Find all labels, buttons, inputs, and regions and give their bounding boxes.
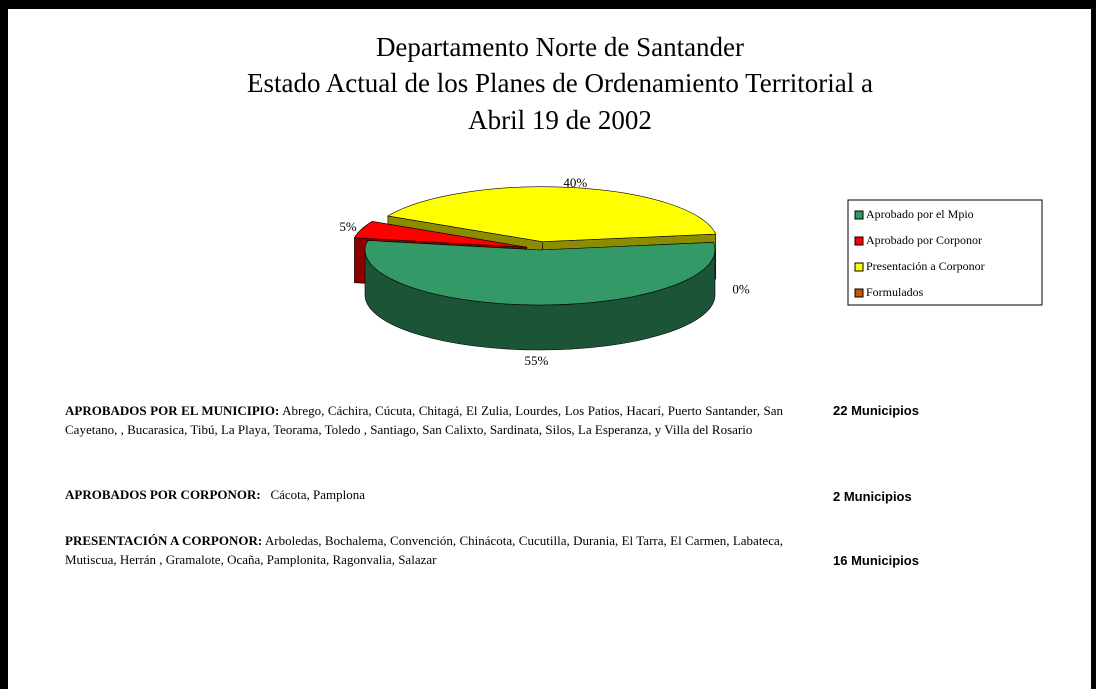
- legend-swatch: [854, 262, 864, 272]
- section-text: Arboledas, Bochalema, Convención, Chinác…: [65, 533, 783, 567]
- section-text: Abrego, Cáchira, Cúcuta, Chitagá, El Zul…: [65, 403, 783, 437]
- data-label: 55%: [525, 353, 549, 368]
- section: APROBADOS POR CORPONOR: Cácota, Pamplona: [65, 485, 783, 504]
- pie-slice: [364, 240, 716, 351]
- legend-swatch: [854, 236, 864, 246]
- data-label: 5%: [339, 219, 357, 234]
- title-line: Departamento Norte de Santander: [376, 32, 744, 62]
- slice-part: [353, 221, 527, 248]
- legend-label: Aprobado por el Mpio: [866, 207, 974, 221]
- data-label: 40%: [563, 175, 587, 190]
- legend-label: Presentación a Corponor: [866, 259, 985, 273]
- section: APROBADOS POR EL MUNICIPIO: Abrego, Cách…: [65, 401, 783, 439]
- section-heading: APROBADOS POR CORPONOR:: [65, 487, 261, 502]
- section-heading: APROBADOS POR EL MUNICIPIO:: [65, 403, 280, 418]
- title-line: Estado Actual de los Planes de Ordenamie…: [247, 68, 873, 98]
- legend-swatch: [854, 288, 864, 298]
- data-label: 0%: [732, 282, 750, 297]
- legend-box: [847, 199, 1043, 306]
- legend-swatch: [854, 210, 864, 220]
- slice-part: [387, 186, 717, 243]
- section-heading: PRESENTACIÓN A CORPONOR:: [65, 533, 263, 548]
- title-line: Abril 19 de 2002: [468, 105, 652, 135]
- section: PRESENTACIÓN A CORPONOR: Arboledas, Boch…: [65, 531, 783, 569]
- legend-label: Formulados: [866, 285, 924, 299]
- section-count: 22 Municipios: [833, 403, 919, 418]
- legend-label: Aprobado por Corponor: [866, 233, 982, 247]
- slice-part: [364, 240, 716, 306]
- section-text: Cácota, Pamplona: [270, 487, 366, 502]
- section-count: 16 Municipios: [833, 553, 919, 568]
- section-count: 2 Municipios: [833, 489, 912, 504]
